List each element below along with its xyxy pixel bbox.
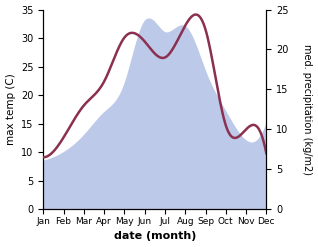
Y-axis label: max temp (C): max temp (C) [5, 74, 16, 145]
X-axis label: date (month): date (month) [114, 231, 196, 242]
Y-axis label: med. precipitation (kg/m2): med. precipitation (kg/m2) [302, 44, 313, 175]
